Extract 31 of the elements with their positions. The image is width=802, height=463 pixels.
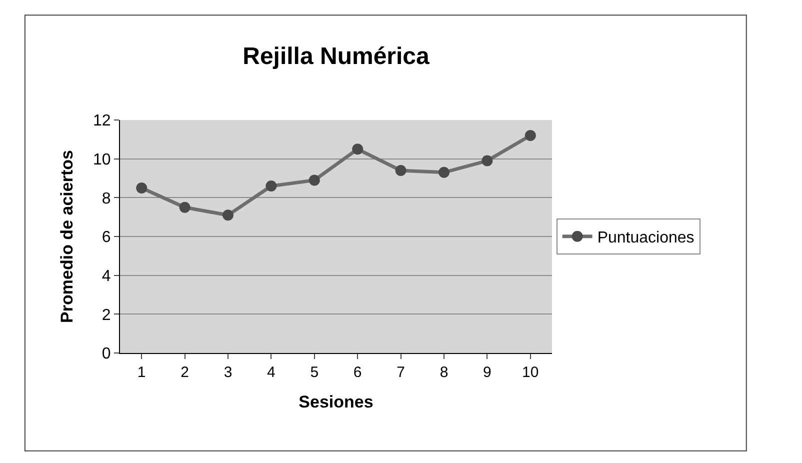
point [222,210,234,221]
point [524,130,536,142]
x-axis-title: Sesiones [298,392,374,412]
point [395,164,406,176]
x-tick-label: 9 [483,364,492,381]
x-tick-label: 2 [180,364,189,381]
x-tick-label: 7 [396,364,405,381]
y-tick-label: 4 [102,268,111,285]
x-tick-label: 5 [310,364,319,381]
y-tick-label: 2 [102,306,111,324]
x-tick-label: 4 [267,364,276,381]
y-tick-label: 12 [93,112,111,130]
y-tick-label: 0 [102,346,111,363]
legend-label: Puntuaciones [597,230,694,247]
point [438,166,450,178]
x-tick-label: 1 [137,364,146,381]
point [136,182,148,194]
point [352,144,364,155]
point [482,155,493,166]
x-tick-label: 6 [353,364,362,381]
y-axis-title: Promedio de aciertos [58,150,77,323]
x-tick-label: 3 [224,364,232,381]
y-tick-label: 8 [102,190,111,208]
y-tick-label: 10 [93,151,111,168]
point [266,180,277,192]
point [308,174,320,186]
x-tick-label: 10 [522,364,539,381]
point [179,202,190,213]
x-tick-label: 8 [440,364,448,381]
y-tick-label: 6 [102,229,111,246]
chart-title: Rejilla Numérica [242,42,430,70]
